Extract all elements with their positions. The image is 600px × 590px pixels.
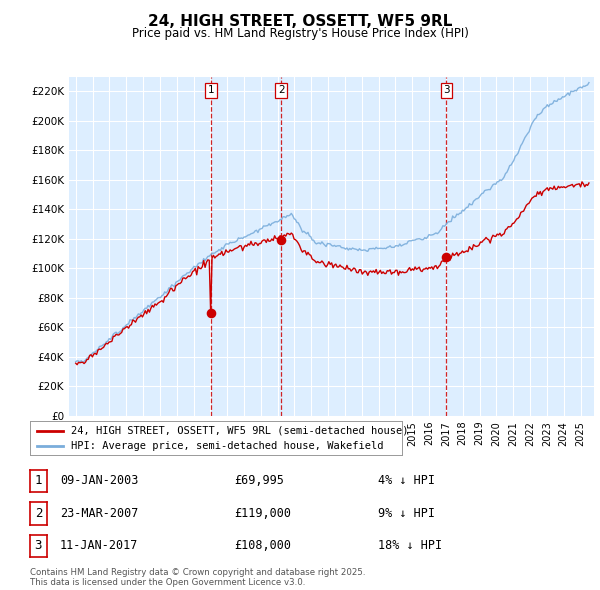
Text: 24, HIGH STREET, OSSETT, WF5 9RL: 24, HIGH STREET, OSSETT, WF5 9RL: [148, 14, 452, 28]
Text: 3: 3: [35, 539, 42, 552]
Point: [442, 252, 451, 261]
Text: Price paid vs. HM Land Registry's House Price Index (HPI): Price paid vs. HM Land Registry's House …: [131, 27, 469, 40]
Text: 23-MAR-2007: 23-MAR-2007: [60, 507, 139, 520]
Text: 1: 1: [35, 474, 42, 487]
Point: [277, 236, 286, 245]
Text: 2: 2: [35, 507, 42, 520]
Text: 3: 3: [443, 85, 450, 95]
Text: 9% ↓ HPI: 9% ↓ HPI: [378, 507, 435, 520]
Text: 1: 1: [208, 85, 214, 95]
Text: £108,000: £108,000: [234, 539, 291, 552]
Text: 4% ↓ HPI: 4% ↓ HPI: [378, 474, 435, 487]
Text: £69,995: £69,995: [234, 474, 284, 487]
Text: 18% ↓ HPI: 18% ↓ HPI: [378, 539, 442, 552]
Point: [206, 308, 216, 317]
Text: 11-JAN-2017: 11-JAN-2017: [60, 539, 139, 552]
Text: £119,000: £119,000: [234, 507, 291, 520]
Text: 2: 2: [278, 85, 284, 95]
Text: Contains HM Land Registry data © Crown copyright and database right 2025.
This d: Contains HM Land Registry data © Crown c…: [30, 568, 365, 587]
Text: 09-JAN-2003: 09-JAN-2003: [60, 474, 139, 487]
Text: HPI: Average price, semi-detached house, Wakefield: HPI: Average price, semi-detached house,…: [71, 441, 383, 451]
Text: 24, HIGH STREET, OSSETT, WF5 9RL (semi-detached house): 24, HIGH STREET, OSSETT, WF5 9RL (semi-d…: [71, 426, 409, 436]
